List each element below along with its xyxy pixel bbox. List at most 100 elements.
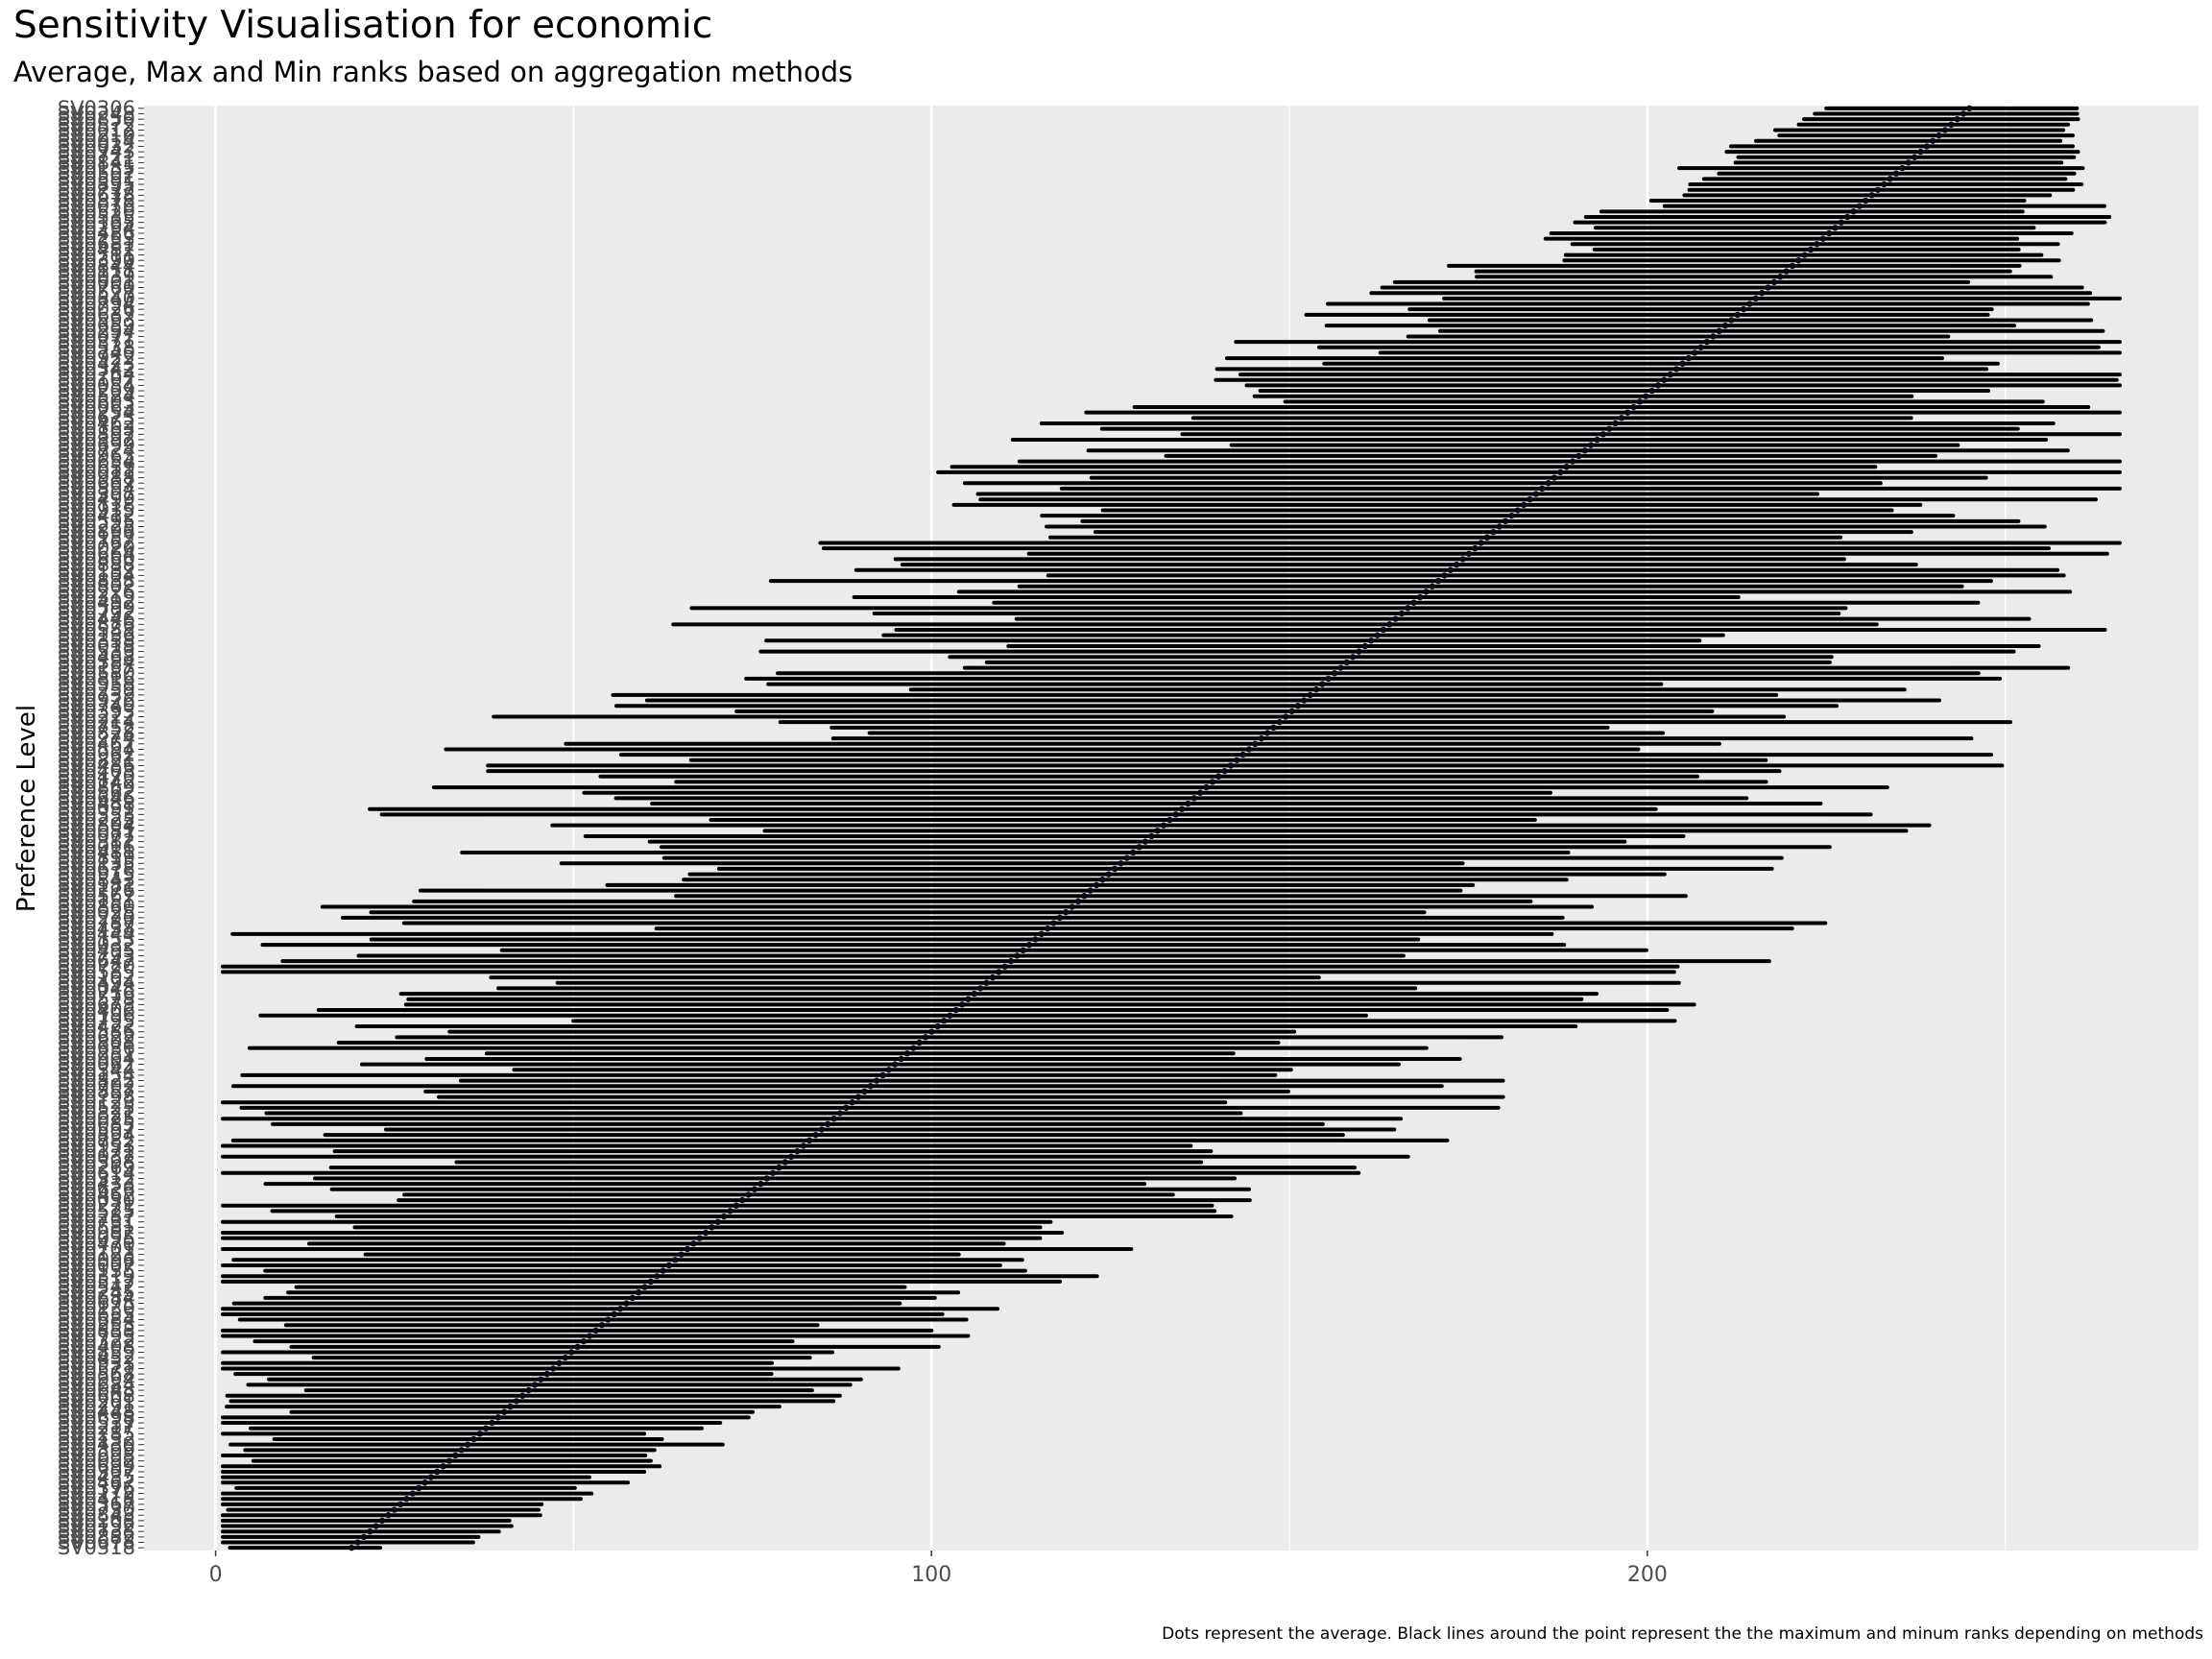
average-dot [836,1110,844,1117]
y-tick-label: SV0654 [58,450,135,473]
y-tick-label: SV0196 [58,1004,135,1027]
average-dot [507,1403,514,1410]
average-dot [1520,501,1527,509]
average-dot [513,1398,520,1405]
y-tick-label: SV0869 [58,776,135,799]
average-dot [1429,583,1435,589]
y-tick-label: SV0537 [58,1411,135,1434]
y-tick-label: SV0699 [58,434,135,457]
y-tick-label: SV0963 [58,445,135,468]
y-tick-label: SV0344 [58,1058,135,1081]
y-tick-label: SV0438 [58,917,135,940]
average-dot [952,1006,959,1014]
y-tick-label: SV0130 [58,1297,135,1320]
average-dot [1325,675,1332,683]
average-dot [989,974,997,981]
y-tick-label: SV0342 [58,357,135,380]
y-tick-label: SV0367 [58,1493,135,1516]
average-dot [977,985,984,992]
y-tick-label: SV0821 [58,1102,135,1125]
average-dot [1814,241,1820,248]
average-dot [635,1289,642,1296]
average-dot [739,1196,746,1204]
y-tick-label: SV0481 [58,841,135,864]
y-tick-label: SV0716 [58,982,135,1005]
y-tick-label: SV0894 [58,477,135,500]
y-tick-label: SV0738 [58,1520,135,1543]
y-tick-label: SV0091 [58,798,135,821]
average-dot [1874,186,1882,193]
y-tick-label: SV0220 [58,906,135,929]
average-dot [879,1071,886,1079]
y-tick-label: SV0470 [58,765,135,788]
y-tick-label: SV0135 [58,852,135,875]
average-dot [805,1137,813,1144]
y-tick-label: SV0850 [58,108,135,131]
average-dot [1185,800,1191,807]
average-dot [1245,746,1253,753]
y-tick-label: SV0096 [58,1248,135,1271]
y-tick-label: SV0486 [58,754,135,777]
average-dot [1643,393,1649,399]
average-dot [1721,322,1729,329]
y-tick-label: SV0172 [58,1482,135,1505]
average-dot [1337,664,1344,671]
average-dot [1050,920,1057,926]
average-dot [1410,599,1417,606]
y-tick-label: SV0720 [58,955,135,978]
y-tick-label: SV0859 [58,1340,135,1363]
y-tick-label: SV0740 [58,341,135,364]
average-dot [1142,838,1149,845]
average-dot [1905,159,1912,166]
y-tick-label: SV0225 [58,808,135,831]
average-dot [1118,860,1124,867]
y-tick-label: SV0018 [58,635,135,658]
y-tick-label: SV0764 [58,363,135,386]
y-tick-label: SV0793 [58,944,135,967]
y-tick-label: SV0418 [58,1487,135,1510]
y-tick-label: SV0399 [58,1438,135,1461]
y-tick-label: SV0760 [58,276,135,300]
y-tick-label: SV0528 [58,988,135,1011]
y-tick-label: SV0646 [58,786,135,809]
average-dot [1557,469,1564,476]
average-dot [1807,246,1815,253]
average-dot [891,1061,899,1068]
average-dot [1343,659,1350,666]
average-dot [1667,371,1673,378]
average-dot [1215,773,1222,780]
average-dot [373,1523,379,1529]
average-dot [562,1354,569,1361]
average-dot [1765,284,1771,291]
y-tick-label: SV0039 [58,265,135,288]
y-tick-label: SV0527 [58,281,135,304]
y-tick-label: SV0699 [58,1455,135,1478]
average-dot [903,1050,911,1057]
average-dot [1758,289,1766,297]
average-dot [720,1213,728,1220]
average-dot [1777,274,1784,280]
average-dot [757,1180,764,1188]
average-dot [861,1088,868,1095]
average-dot [641,1284,648,1290]
average-dot [1594,436,1600,444]
average-dot [1331,670,1338,677]
y-tick-label: SV0390 [58,249,135,272]
average-dot [1679,360,1686,367]
y-tick-label: SV0794 [58,293,135,316]
y-tick-label: SV0488 [58,792,135,815]
y-tick-label: SV0681 [58,232,135,255]
average-dot [1166,816,1173,824]
y-tick-label: SV0482 [58,238,135,261]
average-dot [1881,180,1887,188]
y-tick-label: SV0433 [58,1172,135,1195]
y-tick-label: SV0844 [58,254,135,277]
average-dot [1136,844,1142,851]
average-dot [494,1414,502,1421]
y-tick-label: SV0123 [58,1091,135,1114]
y-axis-ticks: SV0318SV0678SV0882SV0738SV0192SV0208SV08… [58,97,144,1559]
y-tick-label: SV0819 [58,847,135,870]
average-dot [1239,751,1246,758]
average-dot [1508,512,1515,519]
y-tick-label: SV0245 [58,1281,135,1304]
